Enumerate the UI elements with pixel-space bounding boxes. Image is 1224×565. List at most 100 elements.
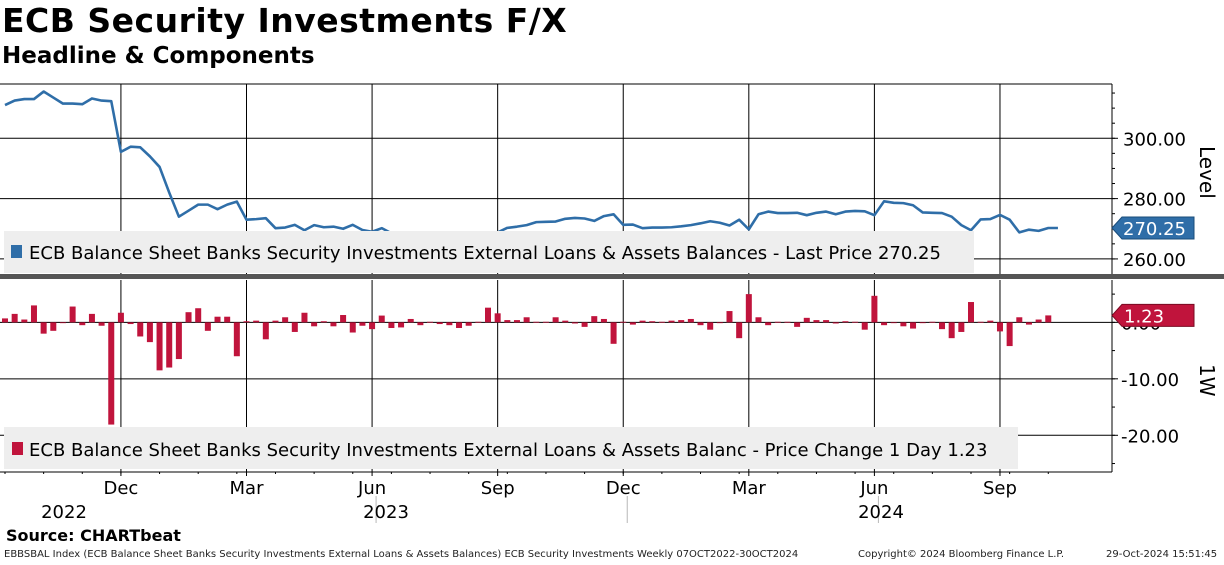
- change-bar: [166, 322, 173, 368]
- change-bar: [301, 312, 308, 323]
- change-bar: [562, 320, 569, 323]
- change-bar: [987, 320, 994, 323]
- change-bar: [108, 322, 115, 425]
- change-bar: [195, 308, 202, 323]
- change-bar: [852, 321, 859, 323]
- bottom-ylabel: 1W: [1195, 364, 1219, 397]
- change-bar: [697, 322, 704, 326]
- change-bar: [311, 322, 318, 327]
- change-bar: [98, 322, 105, 326]
- x-year-label: 2022: [41, 502, 87, 523]
- change-bar: [1016, 317, 1023, 323]
- chart-subtitle: Headline & Components: [2, 43, 315, 69]
- x-month-label: Mar: [230, 478, 265, 499]
- change-bar: [407, 318, 414, 323]
- change-bar: [1025, 322, 1032, 325]
- change-bar: [958, 322, 965, 332]
- change-bar: [30, 305, 37, 323]
- change-bar: [716, 322, 723, 324]
- change-bar: [69, 306, 76, 323]
- change-bar: [417, 322, 424, 326]
- change-bar: [388, 322, 395, 328]
- change-bar: [446, 322, 453, 326]
- change-bar: [11, 313, 18, 323]
- bottom-legend: ECB Balance Sheet Banks Security Investm…: [4, 427, 1018, 469]
- change-bar: [359, 322, 366, 326]
- change-bar: [803, 317, 810, 323]
- change-bar: [513, 320, 520, 323]
- change-bar: [910, 322, 917, 329]
- x-year-label: 2024: [858, 502, 904, 523]
- change-bar: [842, 321, 849, 323]
- x-year-label: 2023: [363, 502, 409, 523]
- change-bar: [736, 322, 743, 339]
- x-month-label: Jun: [357, 478, 386, 499]
- change-bar: [127, 322, 134, 325]
- change-bar: [890, 322, 897, 324]
- change-bar: [137, 322, 144, 337]
- change-bar: [456, 322, 463, 328]
- change-bar: [378, 315, 385, 323]
- footer-copyright: Copyright© 2024 Bloomberg Finance L.P.: [858, 549, 1065, 560]
- change-bar: [175, 322, 182, 360]
- x-month-label: Sep: [481, 478, 515, 499]
- change-bar: [465, 322, 472, 326]
- bottom-ytick-label: -10.00: [1121, 370, 1179, 391]
- change-bar: [523, 317, 530, 323]
- change-bar: [948, 322, 955, 339]
- change-bar: [871, 295, 878, 323]
- change-bar: [50, 322, 57, 331]
- change-bar: [968, 302, 974, 323]
- bottom-legend-swatch: [12, 442, 23, 455]
- top-legend-box: [4, 231, 974, 273]
- change-bar: [832, 322, 839, 324]
- change-bar: [610, 322, 617, 344]
- change-bar: [1035, 319, 1042, 323]
- change-bar: [117, 312, 124, 323]
- change-bar: [340, 315, 347, 323]
- chart-title: ECB Security Investments F/X: [2, 1, 568, 40]
- change-bar: [774, 321, 781, 323]
- change-bar: [2, 318, 8, 323]
- change-bar: [620, 321, 627, 323]
- change-bar: [794, 322, 801, 327]
- change-bar: [977, 321, 984, 323]
- top-ytick-label: 260.00: [1123, 250, 1186, 271]
- change-bar: [600, 318, 607, 323]
- bottom-legend-box: [4, 427, 1018, 469]
- change-bar: [1006, 322, 1013, 347]
- change-bar: [629, 322, 636, 325]
- change-bar: [707, 322, 714, 330]
- change-bar: [919, 322, 926, 324]
- change-bar: [349, 322, 356, 333]
- change-bar: [320, 321, 327, 323]
- change-bar: [224, 316, 231, 323]
- change-bar: [253, 320, 260, 323]
- footer-timestamp: 29-Oct-2024 15:51:45: [1106, 549, 1218, 560]
- change-bar: [755, 317, 762, 323]
- change-bar: [485, 307, 491, 323]
- change-bar: [88, 313, 95, 323]
- change-bar: [881, 322, 888, 326]
- change-bar: [40, 322, 47, 334]
- change-bar: [291, 322, 298, 332]
- change-bar: [243, 321, 250, 323]
- change-bar: [156, 322, 163, 371]
- change-bar: [765, 322, 772, 326]
- change-bar: [214, 316, 221, 323]
- change-bar: [475, 321, 482, 323]
- change-bar: [504, 320, 511, 323]
- change-bar: [21, 319, 28, 323]
- change-bar: [900, 322, 907, 327]
- footer-meta: EBBSBAL Index (ECB Balance Sheet Banks S…: [4, 549, 799, 560]
- change-bar: [745, 294, 752, 323]
- change-bar: [79, 322, 86, 326]
- top-ylabel: Level: [1195, 146, 1219, 199]
- x-month-label: Sep: [983, 478, 1017, 499]
- change-bar: [581, 322, 588, 327]
- panel-separator: [0, 274, 1224, 279]
- x-month-label: Dec: [103, 478, 138, 499]
- top-last-value-label: 270.25: [1123, 219, 1186, 240]
- change-bar: [823, 320, 830, 323]
